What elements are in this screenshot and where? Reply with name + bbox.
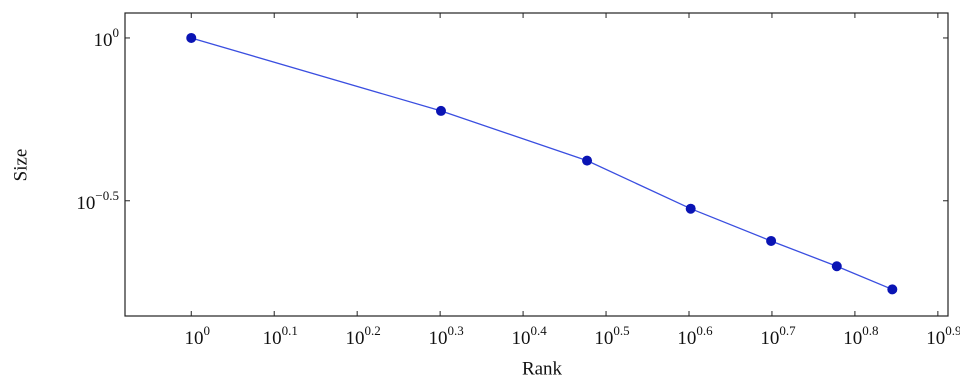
tick-exponent: 0 (113, 25, 120, 40)
x-tick-label: 100.9 (926, 323, 960, 349)
tick-base: 10 (760, 328, 779, 349)
tick-base: 10 (263, 328, 282, 349)
tick-base: 10 (185, 328, 204, 349)
data-point (766, 235, 777, 246)
x-tick-label: 100.3 (429, 323, 464, 349)
y-tick-label: 10−0.5 (76, 188, 119, 214)
tick-exponent: 0.6 (696, 323, 713, 338)
x-axis-label: Rank (522, 358, 563, 379)
x-tick-label: 100.1 (263, 323, 298, 349)
x-tick-label: 100.5 (594, 323, 629, 349)
tick-base: 10 (429, 328, 448, 349)
tick-base: 10 (926, 328, 945, 349)
tick-exponent: 0.8 (862, 323, 878, 338)
x-tick-label: 100.4 (511, 323, 547, 349)
y-tick-label: 100 (94, 25, 120, 51)
tick-exponent: 0.4 (530, 323, 547, 338)
tick-base: 10 (594, 328, 613, 349)
x-tick-label: 100.2 (346, 323, 381, 349)
data-point (186, 32, 197, 43)
tick-exponent: 0.5 (613, 323, 629, 338)
x-tick-label: 100.7 (760, 323, 796, 349)
tick-exponent: 0.3 (448, 323, 464, 338)
x-tick-label: 100 (185, 323, 211, 349)
tick-base: 10 (511, 328, 530, 349)
tick-exponent: −0.5 (95, 188, 119, 203)
tick-exponent: 0.2 (365, 323, 381, 338)
series-line (191, 37, 893, 290)
tick-base: 10 (94, 30, 113, 51)
data-point (831, 261, 842, 272)
tick-exponent: 0 (204, 323, 211, 338)
tick-base: 10 (677, 328, 696, 349)
tick-base: 10 (843, 328, 862, 349)
y-axis-label: Size (10, 149, 31, 182)
data-point (887, 284, 898, 295)
tick-exponent: 0.9 (945, 323, 960, 338)
x-tick-label: 100.6 (677, 323, 713, 349)
data-point (685, 203, 696, 214)
tick-base: 10 (346, 328, 365, 349)
data-point (582, 155, 593, 166)
tick-exponent: 0.7 (779, 323, 796, 338)
data-point (435, 105, 446, 116)
plot-frame (124, 12, 949, 317)
tick-base: 10 (76, 193, 95, 214)
x-tick-label: 100.8 (843, 323, 878, 349)
tick-exponent: 0.1 (282, 323, 298, 338)
